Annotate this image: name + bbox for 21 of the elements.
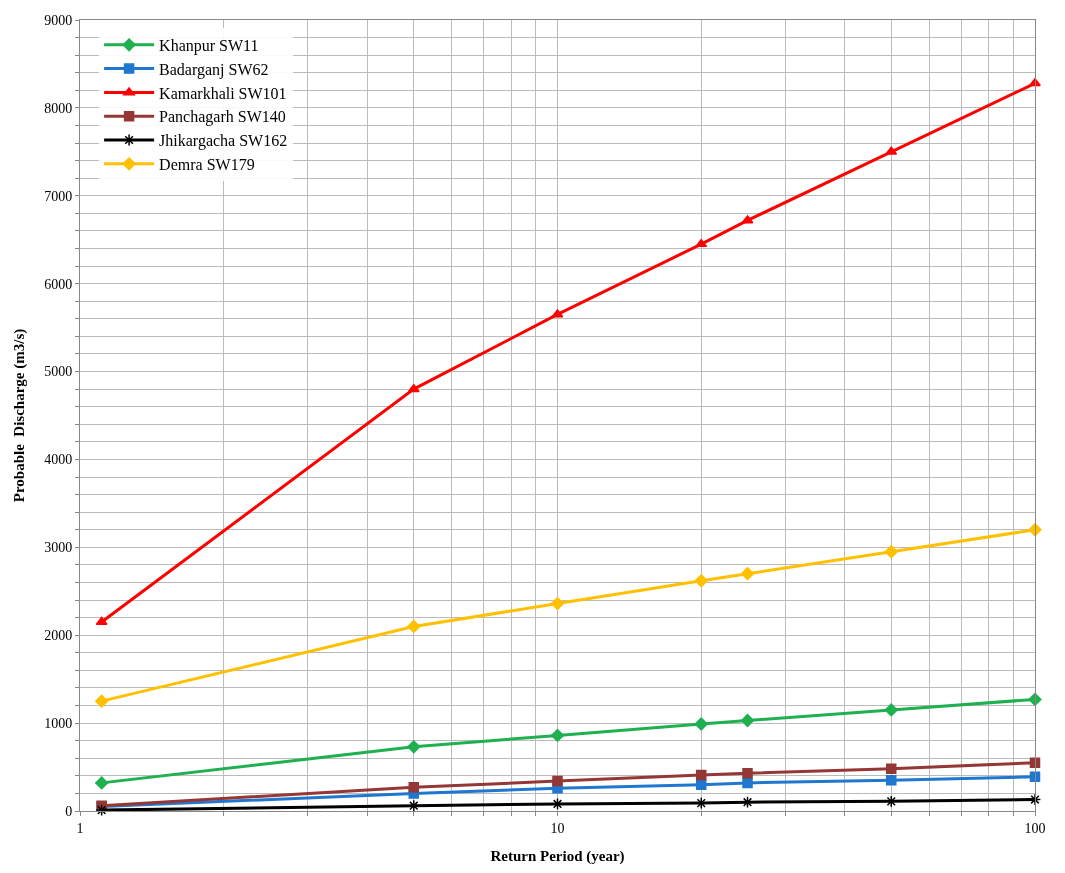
y-tick-label: 8000: [44, 100, 73, 116]
x-axis-title: Return Period (year): [490, 847, 625, 865]
y-tick-label: 5000: [44, 364, 73, 380]
y-tick-label: 0: [65, 803, 73, 819]
legend-label: Demra SW179: [159, 156, 255, 174]
x-tick-label: 10: [550, 820, 565, 836]
x-tick-label: 100: [1024, 820, 1046, 836]
legend-label: Badarganj SW62: [159, 60, 269, 79]
legend-label: Jhikargacha SW162: [159, 132, 288, 151]
y-tick-label: 9000: [44, 12, 73, 28]
y-tick-label: 4000: [44, 452, 73, 468]
y-tick-label: 2000: [44, 628, 73, 644]
legend-label: Kamarkhali SW101: [159, 84, 287, 102]
y-tick-label: 7000: [44, 188, 73, 204]
x-tick-label: 1: [76, 820, 84, 836]
y-tick-label: 6000: [44, 276, 73, 292]
y-tick-label: 1000: [44, 716, 73, 732]
y-tick-label: 3000: [44, 540, 73, 556]
y-axis-title: Probable Discharge (m3/s): [11, 328, 29, 503]
legend-label: Khanpur SW11: [159, 37, 259, 56]
legend-label: Panchagarh SW140: [159, 108, 286, 127]
